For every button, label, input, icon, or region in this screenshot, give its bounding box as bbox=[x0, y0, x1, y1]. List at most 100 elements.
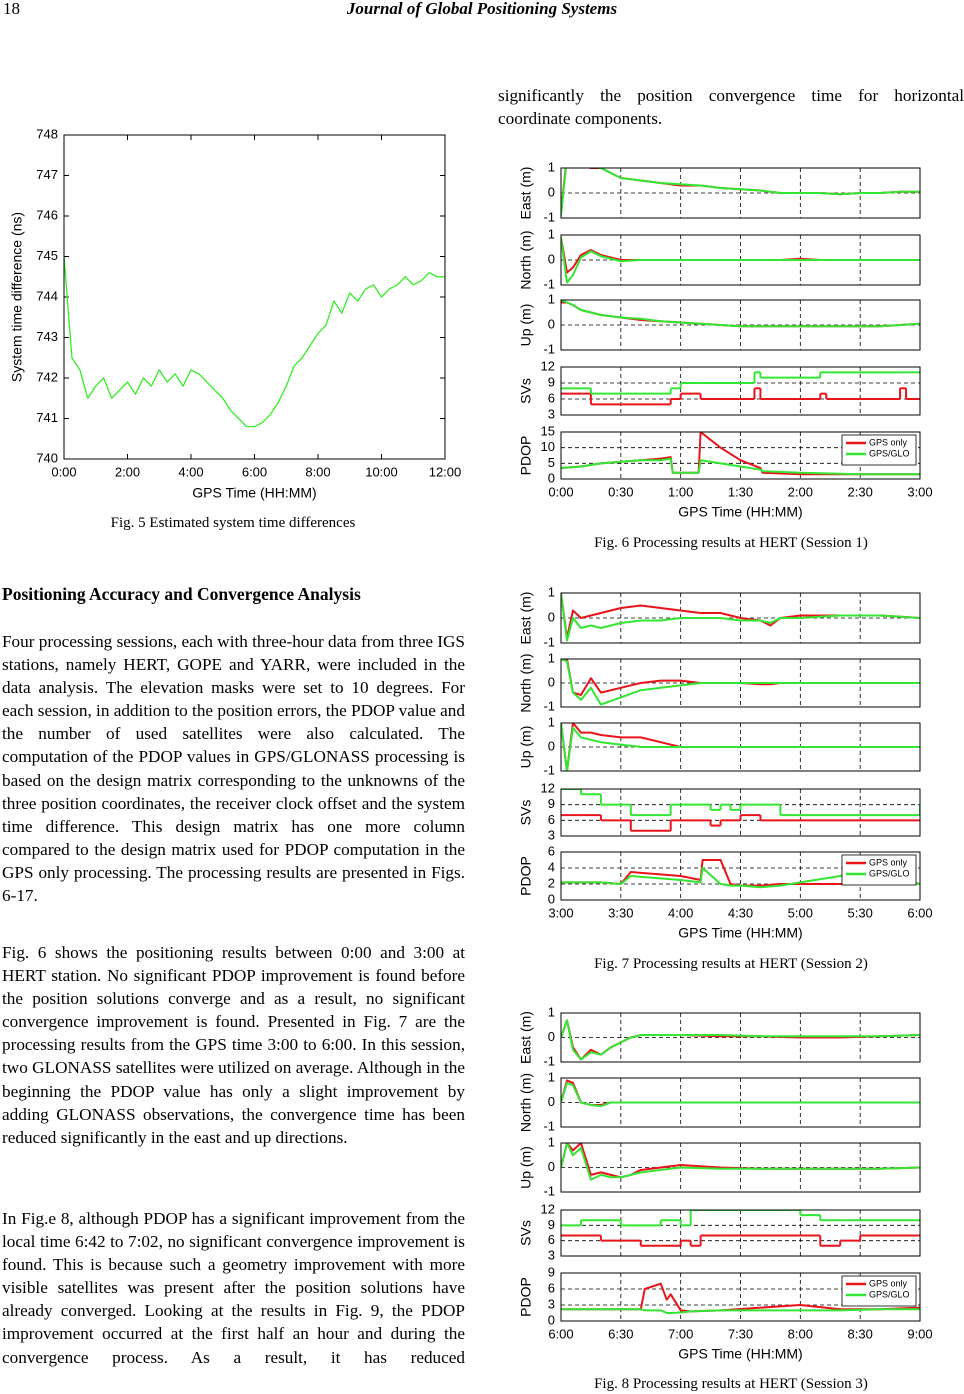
plot-frame bbox=[560, 1012, 921, 1063]
legend-label: GPS only bbox=[869, 857, 908, 867]
y-axis-label: East (m) bbox=[518, 167, 534, 220]
data-line bbox=[561, 1019, 920, 1061]
y-tick-label: 6 bbox=[548, 812, 555, 827]
plot-frame bbox=[560, 431, 921, 480]
x-tick-label: 2:30 bbox=[848, 484, 873, 499]
x-tick-label: 2:00 bbox=[788, 484, 813, 499]
x-tick-label: 5:30 bbox=[848, 905, 873, 920]
y-tick-label: 742 bbox=[36, 369, 58, 384]
y-tick-label: 0 bbox=[548, 674, 555, 689]
y-tick-label: 747 bbox=[36, 167, 58, 182]
y-tick-label: 1 bbox=[548, 1004, 555, 1019]
y-axis-label: PDOP bbox=[518, 436, 534, 476]
y-axis-label: North (m) bbox=[518, 1073, 534, 1132]
y-tick-label: 746 bbox=[36, 207, 58, 222]
x-tick-label: 0:30 bbox=[608, 484, 633, 499]
y-axis-label: PDOP bbox=[518, 856, 534, 896]
y-tick-label: 5 bbox=[548, 455, 555, 470]
y-tick-label: 1 bbox=[548, 714, 555, 729]
x-tick-label: 3:00 bbox=[548, 905, 573, 920]
chart: -1 0 1 East (m) bbox=[518, 1004, 921, 1068]
chart: -1 0 1 East (m) bbox=[518, 159, 921, 224]
plot-frame bbox=[560, 851, 921, 901]
data-line bbox=[561, 1081, 920, 1108]
chart: -1 0 1 Up (m) bbox=[518, 714, 921, 777]
y-tick-label: -1 bbox=[543, 1183, 555, 1198]
y-tick-label: 1 bbox=[548, 291, 555, 306]
figure-caption: Fig. 7 Processing results at HERT (Sessi… bbox=[594, 956, 868, 972]
x-tick-label: 6:30 bbox=[608, 1326, 633, 1341]
x-tick-label: 12:00 bbox=[429, 464, 462, 479]
plot-frame bbox=[560, 1077, 921, 1128]
y-tick-label: 6 bbox=[548, 1280, 555, 1295]
y-tick-label: 2 bbox=[548, 875, 555, 890]
paragraph: In Fig.e 8, although PDOP has a signific… bbox=[2, 1209, 465, 1367]
x-tick-label: 1:00 bbox=[668, 484, 693, 499]
y-tick-label: 6 bbox=[548, 390, 555, 405]
y-tick-label: 1 bbox=[548, 159, 555, 174]
x-tick-label: 4:00 bbox=[178, 464, 203, 479]
section-heading: Positioning Accuracy and Convergence Ana… bbox=[2, 584, 361, 604]
data-line bbox=[561, 1019, 920, 1061]
chart: -1 0 1 North (m) bbox=[518, 1069, 921, 1133]
y-axis-label: SVs bbox=[518, 1220, 534, 1246]
x-tick-label: 7:30 bbox=[728, 1326, 753, 1341]
data-line bbox=[561, 168, 920, 216]
legend-label: GPS only bbox=[869, 437, 908, 447]
chart: -1 0 1 Up (m) bbox=[518, 291, 921, 356]
y-tick-label: -1 bbox=[543, 1053, 555, 1068]
journal-title: Journal of Global Positioning Systems bbox=[346, 0, 618, 18]
data-line bbox=[561, 1308, 920, 1314]
plot-frame bbox=[560, 722, 921, 772]
y-tick-label: 0 bbox=[548, 316, 555, 331]
plot-frame bbox=[560, 788, 921, 837]
x-tick-label: 3:00 bbox=[907, 484, 932, 499]
y-tick-label: 743 bbox=[36, 329, 58, 344]
chart: -1 0 1 Up (m) bbox=[518, 1134, 921, 1198]
x-tick-label: 6:00 bbox=[242, 464, 267, 479]
y-tick-label: 0 bbox=[548, 184, 555, 199]
x-tick-label: 10:00 bbox=[365, 464, 398, 479]
data-line bbox=[561, 1282, 920, 1313]
y-tick-label: 12 bbox=[541, 1201, 555, 1216]
y-tick-label: 0 bbox=[548, 251, 555, 266]
x-tick-label: 7:00 bbox=[668, 1326, 693, 1341]
y-tick-label: -1 bbox=[543, 698, 555, 713]
legend-box bbox=[841, 434, 917, 466]
y-tick-label: 6 bbox=[548, 843, 555, 858]
y-tick-label: 9 bbox=[548, 1217, 555, 1232]
plot-frame bbox=[560, 592, 921, 644]
y-axis-label: North (m) bbox=[518, 230, 534, 289]
y-tick-label: 10 bbox=[541, 439, 555, 454]
y-tick-label: 9 bbox=[548, 796, 555, 811]
y-tick-label: 1 bbox=[548, 1069, 555, 1084]
y-tick-label: 0 bbox=[548, 1094, 555, 1109]
x-tick-label: 9:00 bbox=[907, 1326, 932, 1341]
x-tick-label: 4:30 bbox=[728, 905, 753, 920]
y-tick-label: 9 bbox=[548, 1264, 555, 1279]
y-tick-label: 4 bbox=[548, 859, 555, 874]
y-tick-label: 1 bbox=[548, 650, 555, 665]
chart: -1 0 1 North (m) bbox=[518, 650, 921, 713]
data-line bbox=[561, 723, 920, 771]
y-tick-label: 3 bbox=[548, 406, 555, 421]
data-line bbox=[561, 593, 920, 642]
x-tick-label: 2:00 bbox=[115, 464, 140, 479]
data-line bbox=[64, 256, 445, 428]
y-tick-label: -1 bbox=[543, 341, 555, 356]
x-tick-label: 8:00 bbox=[788, 1326, 813, 1341]
y-tick-label: 15 bbox=[541, 423, 555, 438]
y-axis-label: East (m) bbox=[518, 1011, 534, 1064]
paragraph: Four processing sessions, each with thre… bbox=[2, 632, 465, 906]
data-line bbox=[561, 457, 920, 476]
plot-frame bbox=[560, 1142, 921, 1193]
y-tick-label: 748 bbox=[36, 126, 58, 141]
y-tick-label: 12 bbox=[541, 358, 555, 373]
legend-box bbox=[841, 854, 917, 886]
x-tick-label: 8:00 bbox=[305, 464, 330, 479]
x-axis-label: GPS Time (HH:MM) bbox=[678, 504, 802, 520]
